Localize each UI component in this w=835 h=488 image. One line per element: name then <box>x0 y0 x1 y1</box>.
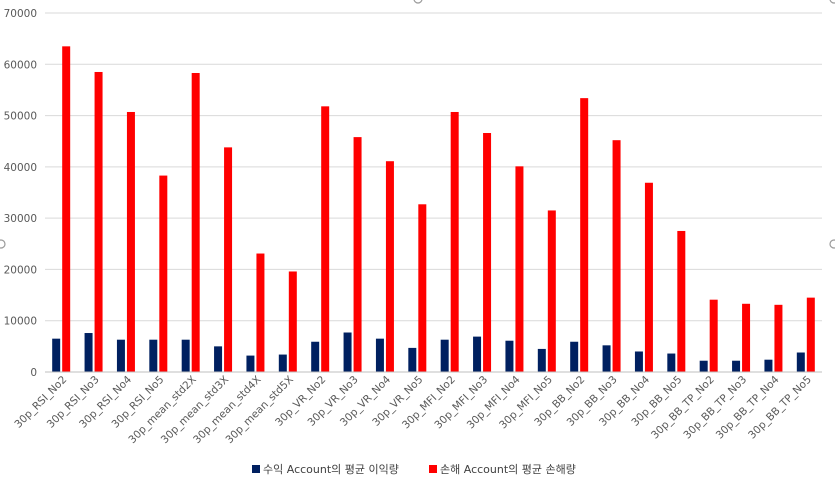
bar-series-2[interactable] <box>321 106 330 372</box>
y-tick-label: 60000 <box>4 59 37 71</box>
bar-series-1[interactable] <box>537 348 546 372</box>
resize-handle-top-center[interactable] <box>413 0 423 4</box>
resize-handle-top-right[interactable] <box>829 0 835 4</box>
bar-series-2[interactable] <box>418 204 427 372</box>
legend-label-series-1: 수익 Account의 평균 이익량 <box>263 463 399 476</box>
bar-series-1[interactable] <box>440 339 449 372</box>
y-tick-label: 50000 <box>4 111 37 123</box>
bar-series-1[interactable] <box>375 338 384 372</box>
x-tick-label: 30p_BB_TP_No5 <box>746 374 814 442</box>
bar-series-2[interactable] <box>742 303 751 372</box>
bar-series-2[interactable] <box>385 161 394 372</box>
bar-series-1[interactable] <box>343 332 352 372</box>
bar-series-2[interactable] <box>515 166 524 372</box>
bar-series-2[interactable] <box>159 175 168 372</box>
bar-series-1[interactable] <box>473 336 482 372</box>
bar-series-1[interactable] <box>311 341 320 372</box>
resize-handle-middle-left[interactable] <box>0 239 6 249</box>
bar-series-1[interactable] <box>667 353 676 372</box>
y-tick-label: 70000 <box>4 8 37 20</box>
bar-series-2[interactable] <box>126 111 135 372</box>
x-axis-labels: 30p_RSI_No230p_RSI_No330p_RSI_No430p_RSI… <box>12 373 814 446</box>
bar-series-2[interactable] <box>256 253 265 372</box>
bars <box>52 46 815 373</box>
bar-series-1[interactable] <box>764 359 773 372</box>
bar-series-1[interactable] <box>181 339 190 372</box>
gridlines <box>45 12 822 322</box>
bar-series-2[interactable] <box>774 304 783 372</box>
bar-series-2[interactable] <box>677 230 686 372</box>
bar-series-2[interactable] <box>62 46 71 372</box>
bar-series-1[interactable] <box>149 339 158 372</box>
bar-series-1[interactable] <box>278 354 287 372</box>
bar-series-2[interactable] <box>224 147 233 372</box>
bar-series-1[interactable] <box>52 338 61 372</box>
bar-series-2[interactable] <box>288 271 297 372</box>
bar-series-1[interactable] <box>796 352 805 372</box>
bar-series-2[interactable] <box>450 111 459 372</box>
bar-series-1[interactable] <box>214 346 223 372</box>
bar-series-1[interactable] <box>246 355 255 372</box>
bar-series-1[interactable] <box>570 341 579 372</box>
y-axis-ticks: 0 10000 20000 30000 40000 50000 60000 70000 <box>4 8 37 379</box>
bar-series-1[interactable] <box>505 340 514 372</box>
bar-series-2[interactable] <box>191 73 200 373</box>
bar-series-1[interactable] <box>699 360 708 372</box>
bar-series-2[interactable] <box>580 98 589 373</box>
bar-series-2[interactable] <box>547 210 556 372</box>
selection-handles[interactable] <box>0 0 835 249</box>
bar-series-2[interactable] <box>612 140 621 372</box>
bar-series-1[interactable] <box>408 347 417 372</box>
bar-series-2[interactable] <box>644 182 653 372</box>
bar-series-2[interactable] <box>806 297 815 372</box>
y-tick-label: 40000 <box>4 162 37 174</box>
legend: 수익 Account의 평균 이익량 손해 Account의 평균 손해량 <box>252 462 576 476</box>
bar-series-1[interactable] <box>116 339 125 372</box>
bar-series-2[interactable] <box>483 133 492 372</box>
bar-series-2[interactable] <box>709 299 718 372</box>
bar-series-1[interactable] <box>634 351 643 372</box>
bar-series-2[interactable] <box>353 137 362 372</box>
bar-series-1[interactable] <box>602 345 611 372</box>
y-tick-label: 10000 <box>4 316 37 328</box>
legend-label-series-2: 손해 Account의 평균 손해량 <box>440 462 576 476</box>
legend-swatch-series-2 <box>429 465 437 473</box>
bar-series-2[interactable] <box>94 71 103 372</box>
bar-series-1[interactable] <box>732 360 741 372</box>
y-tick-label: 0 <box>30 367 37 379</box>
bar-series-1[interactable] <box>84 333 93 372</box>
y-tick-label: 30000 <box>4 213 37 225</box>
y-tick-label: 20000 <box>4 264 37 276</box>
resize-handle-middle-right[interactable] <box>829 239 835 249</box>
legend-swatch-series-1 <box>252 465 260 473</box>
